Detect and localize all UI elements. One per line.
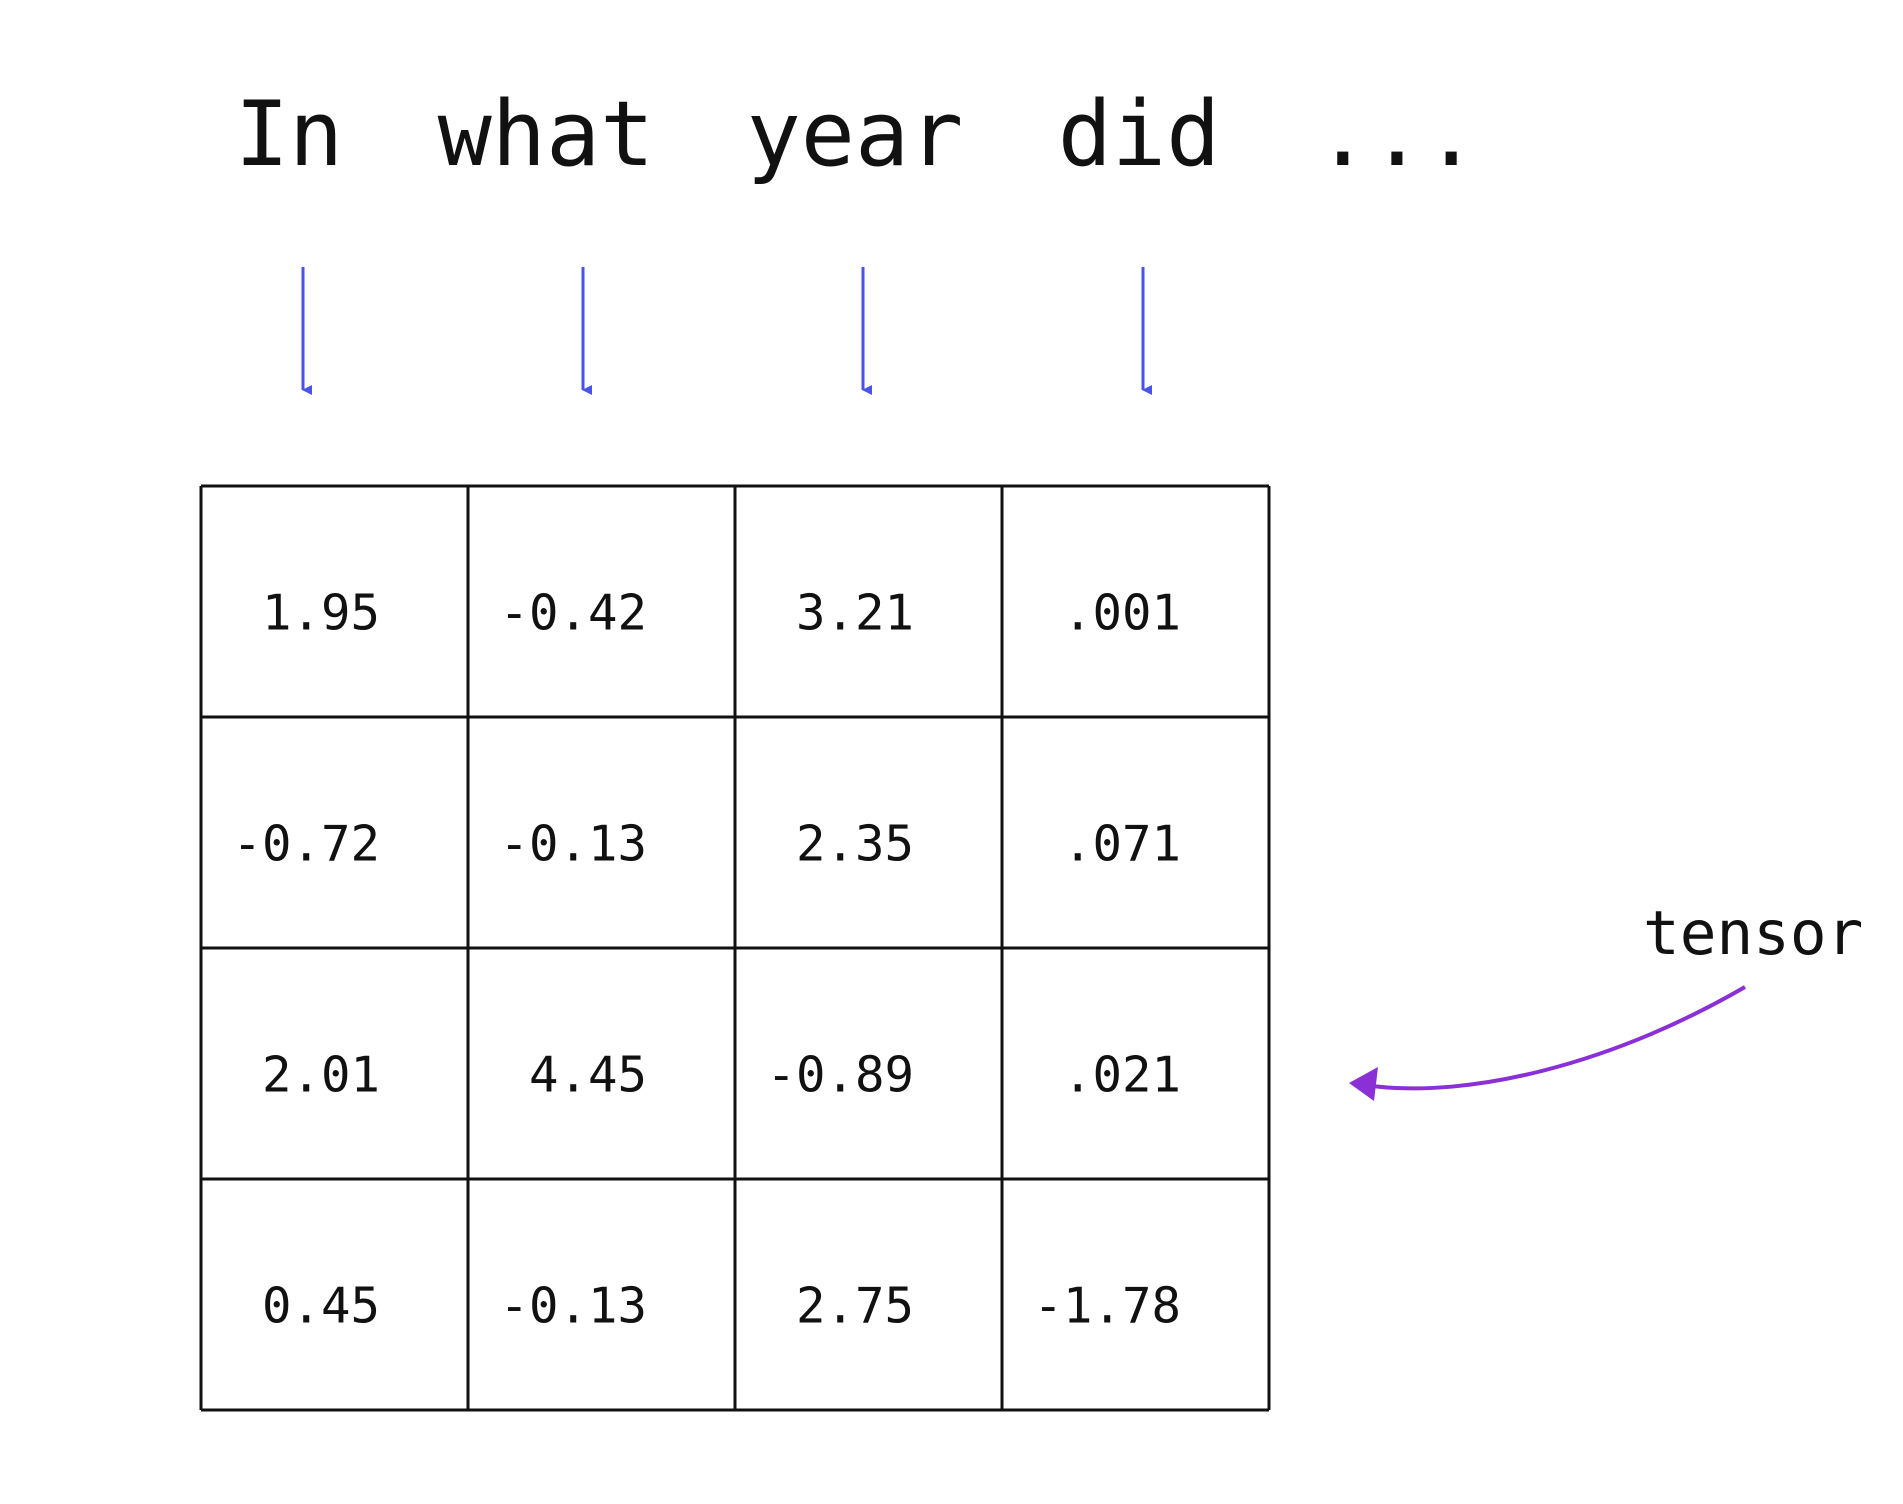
table-cell: 4.45 <box>529 1047 647 1104</box>
table-cell: 3.21 <box>796 585 914 642</box>
table-cell: -0.89 <box>766 1047 914 1104</box>
token: did <box>1058 82 1221 187</box>
token: what <box>438 82 655 187</box>
table-cell: -0.42 <box>499 585 647 642</box>
table-cell: -1.78 <box>1033 1278 1181 1335</box>
table-cell: -0.13 <box>499 1278 647 1335</box>
token: In <box>235 82 343 187</box>
table-cell: 0.45 <box>262 1278 380 1335</box>
table-cell: 2.01 <box>262 1047 380 1104</box>
table-cell: 2.35 <box>796 816 914 873</box>
table-cell: 2.75 <box>796 1278 914 1335</box>
token: year <box>747 82 964 187</box>
table-cell: -0.72 <box>232 816 380 873</box>
token: ... <box>1316 82 1479 187</box>
tensor-label: tensor <box>1643 898 1863 969</box>
tensor-arrow <box>1371 985 1747 1091</box>
table-cell: -0.13 <box>499 816 647 873</box>
tensor-arrow-head <box>1349 1067 1378 1101</box>
table-cell: 1.95 <box>262 585 380 642</box>
table-cell: .071 <box>1063 816 1181 873</box>
table-cell: .001 <box>1063 585 1181 642</box>
table-cell: .021 <box>1063 1047 1181 1104</box>
